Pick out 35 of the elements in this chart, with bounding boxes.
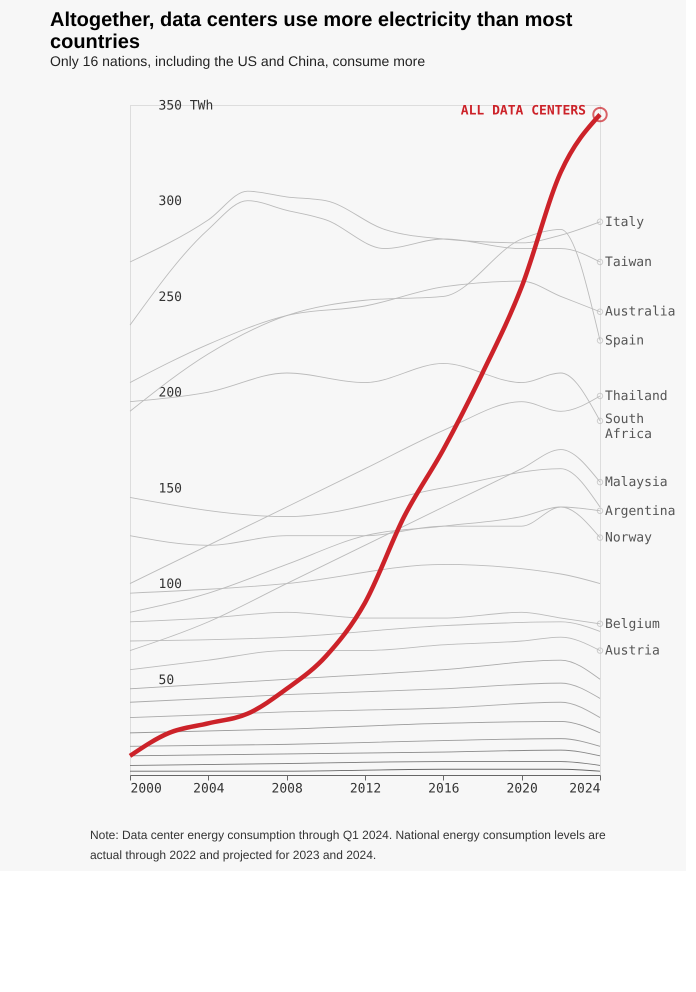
series-label: Argentina bbox=[605, 504, 676, 519]
line-series bbox=[130, 738, 600, 747]
y-tick-label: 300 bbox=[158, 194, 182, 210]
x-tick-label: 2008 bbox=[272, 782, 303, 796]
x-tick-label: 2016 bbox=[428, 782, 460, 796]
x-tick-label: 2012 bbox=[350, 782, 382, 796]
series-label: Australia bbox=[605, 304, 676, 320]
text: Note: Data center energy consumption through Q1 2024. National energy consumption levels are actual through 2022 and projected for 2023 and 2024. bbox=[90, 828, 606, 862]
series-label: Spain bbox=[605, 333, 644, 348]
y-tick-label: 350 TWh bbox=[158, 98, 214, 114]
y-tick-label: 150 bbox=[158, 481, 182, 496]
x-tick-label: 2024 bbox=[569, 782, 601, 796]
y-tick-label: 50 bbox=[158, 672, 174, 688]
x-tick-label: 2000 bbox=[130, 782, 162, 796]
line-series bbox=[130, 660, 600, 690]
line-series bbox=[130, 720, 600, 734]
series-label: Italy bbox=[605, 214, 644, 230]
series-label: Malaysia bbox=[605, 475, 668, 490]
y-tick-label: 250 bbox=[158, 290, 182, 305]
series-label: Thailand bbox=[605, 388, 668, 404]
series-label: Belgium bbox=[605, 616, 660, 632]
x-tick-label: 2004 bbox=[193, 782, 225, 796]
series-label: Taiwan bbox=[605, 254, 652, 270]
x-tick-label: 2020 bbox=[506, 782, 538, 796]
series-label: ALL DATA CENTERS bbox=[460, 104, 586, 119]
line-series bbox=[130, 702, 600, 718]
chart-title: Altogether, data centers use more electricity than most countries bbox=[50, 9, 573, 53]
y-tick-label: 200 bbox=[158, 386, 182, 401]
point bbox=[592, 106, 608, 122]
line-series bbox=[130, 682, 600, 703]
series-label: Austria bbox=[605, 644, 660, 659]
chart-subtitle: Only 16 nations, including the US and China, consume more bbox=[50, 53, 426, 69]
series-label: South Africa bbox=[605, 412, 652, 442]
series-label: Norway bbox=[605, 530, 652, 546]
y-tick-label: 100 bbox=[158, 577, 182, 592]
